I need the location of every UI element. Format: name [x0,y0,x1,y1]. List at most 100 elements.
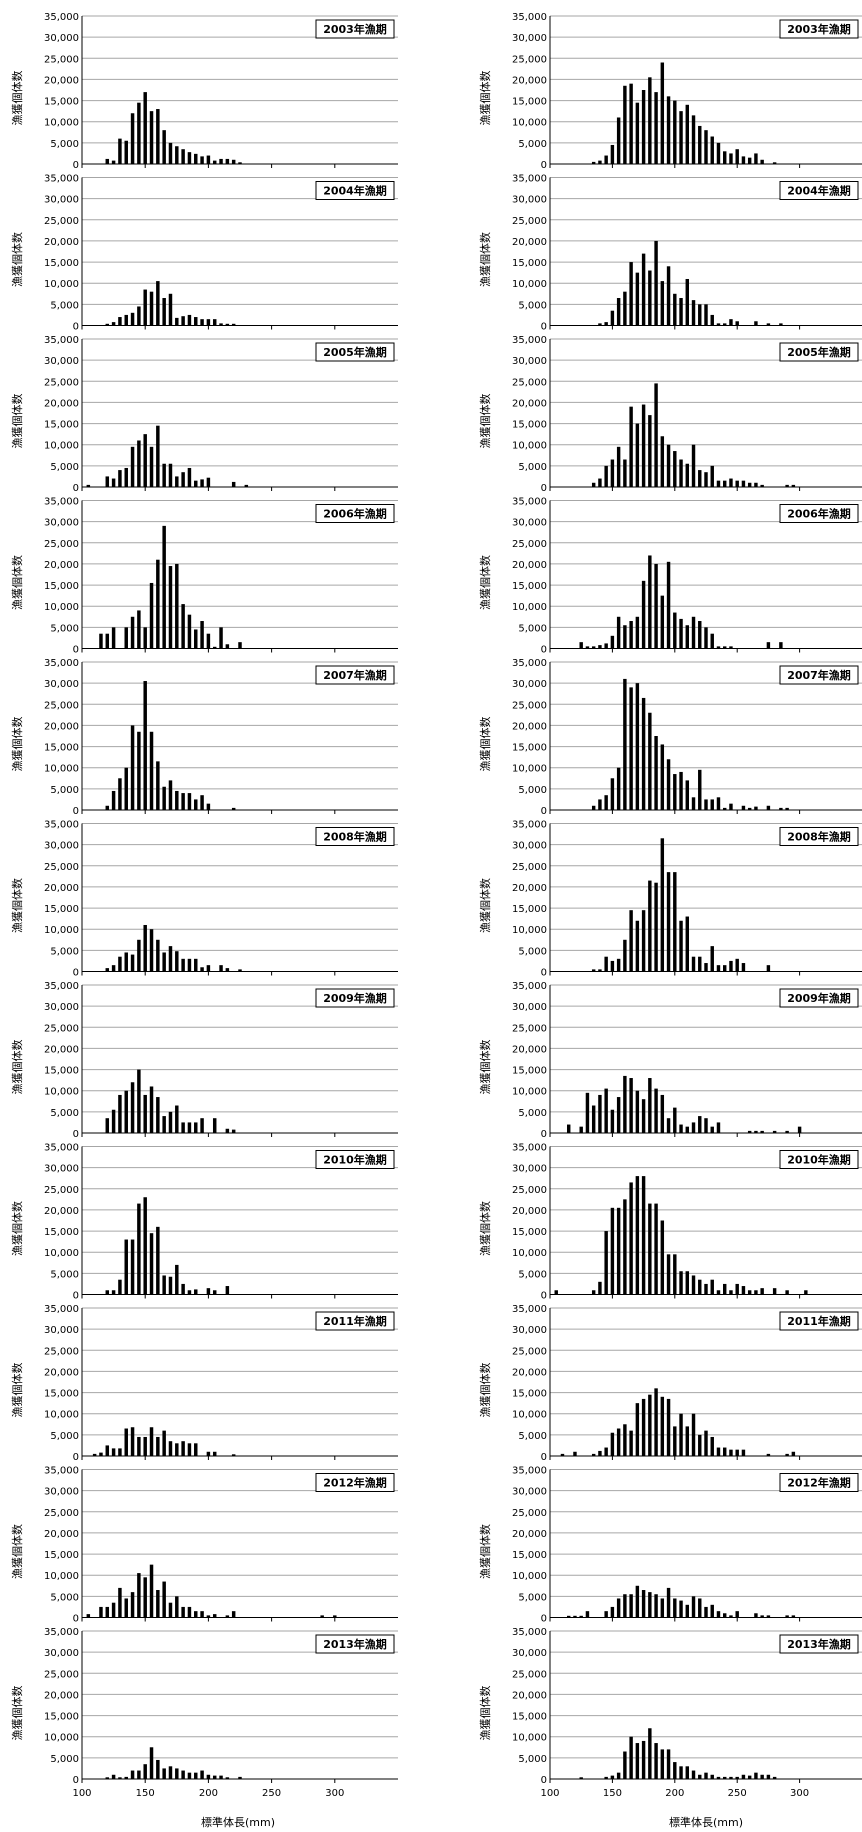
histogram-bar [660,1094,665,1133]
panel-title: 2012年漁期 [787,1476,851,1490]
histogram-bar [105,1606,110,1618]
y-tick-label: 5,000 [50,1108,79,1119]
histogram-bar [779,642,783,649]
histogram-bar [760,484,764,487]
histogram-bar [766,1615,771,1618]
histogram-bar [654,92,658,164]
histogram-bar [760,1288,764,1295]
histogram-bar [175,317,179,326]
histogram-bar [175,1264,179,1295]
histogram-bar [660,62,665,165]
histogram-bar [741,1774,746,1779]
histogram-bar [143,289,147,326]
histogram-bar [654,383,658,487]
y-tick-label: 5,000 [518,785,547,796]
histogram-bar [747,1130,752,1133]
histogram-bar [691,444,696,487]
histogram-bar [200,621,204,649]
histogram-bar [156,425,160,487]
histogram-bar [604,956,608,972]
histogram-bar [629,262,633,326]
histogram-bar [616,1207,621,1295]
histogram-panel: 0 5,000 10,000 15,000 20,000 25,000 30,000 35,0… [10,1304,398,1463]
histogram-bar [629,83,633,164]
histogram-bar [791,1615,796,1618]
histogram-bar [716,1447,721,1456]
y-tick-label: 35,000 [44,981,79,992]
histogram-bar [679,1271,683,1295]
histogram-bar [623,1424,627,1456]
y-tick-label: 25,000 [512,539,547,550]
histogram-bar [200,156,204,164]
histogram-bar [616,616,621,649]
histogram-bar [162,786,166,810]
histogram-bar [111,1448,116,1456]
histogram-bar [212,1775,217,1779]
y-axis-title: 漁獲個体数 [478,717,492,772]
histogram-bar [648,270,652,326]
histogram-bar [673,100,677,164]
histogram-bar [629,1430,633,1456]
histogram-bar [130,616,135,649]
histogram-bar [206,803,211,810]
histogram-bar [86,484,91,487]
y-tick-label: 25,000 [512,1185,547,1196]
histogram-bar [156,761,160,810]
histogram-bar [610,778,615,810]
y-tick-label: 30,000 [512,1648,547,1659]
histogram-bar [666,759,671,810]
y-tick-label: 10,000 [44,118,79,129]
histogram-bar [735,480,739,487]
histogram-bar [691,1275,696,1295]
histogram-bar [635,1743,640,1779]
histogram-bar [604,155,608,164]
histogram-bar [124,1428,128,1456]
histogram-bar [735,1776,739,1779]
y-tick-label: 15,000 [44,904,79,915]
histogram-bar [231,1611,236,1618]
histogram-bar [591,646,596,649]
histogram-bar [616,1428,621,1456]
histogram-bar [604,795,608,810]
histogram-bar [785,484,789,487]
y-tick-label: 25,000 [44,862,79,873]
histogram-bar [111,627,116,649]
histogram-bar [641,1590,646,1618]
histogram-bar [623,1199,627,1295]
y-tick-label: 30,000 [512,518,547,529]
histogram-bar [698,769,702,810]
histogram-bar [723,323,727,326]
x-tick-label: 150 [603,1788,622,1799]
histogram-bar [149,582,154,649]
histogram-bar [679,111,683,164]
histogram-bar [666,1749,671,1779]
histogram-bar [772,162,777,164]
histogram-panel: 0 5,000 10,000 15,000 20,000 25,000 30,000 35,0… [478,820,862,979]
histogram-bar [598,323,602,326]
histogram-bar [219,158,223,164]
histogram-bar [635,616,640,649]
histogram-bar [175,1596,179,1618]
histogram-bar [623,1594,627,1618]
histogram-bar [149,929,154,972]
y-tick-label: 35,000 [44,12,79,23]
histogram-bar [105,1445,110,1456]
histogram-bar [175,476,179,487]
histogram-bar [698,1434,702,1456]
y-tick-label: 25,000 [512,54,547,65]
histogram-bar [710,1436,714,1456]
histogram-bar [723,151,727,164]
histogram-bar [641,1176,646,1295]
y-tick-label: 30,000 [44,1164,79,1175]
histogram-bar [679,771,683,810]
histogram-panel: 0 5,000 10,000 15,000 20,000 25,000 30,000 35,0… [478,981,862,1140]
histogram-bar [598,1094,602,1133]
y-tick-label: 20,000 [44,1367,79,1378]
histogram-bar [206,319,211,326]
histogram-bar [231,481,236,487]
histogram-bar [660,1396,665,1456]
panel-title: 2005年漁期 [787,345,851,359]
histogram-bar [629,1736,633,1779]
histogram-bar [785,1130,789,1133]
histogram-bar [187,467,192,487]
